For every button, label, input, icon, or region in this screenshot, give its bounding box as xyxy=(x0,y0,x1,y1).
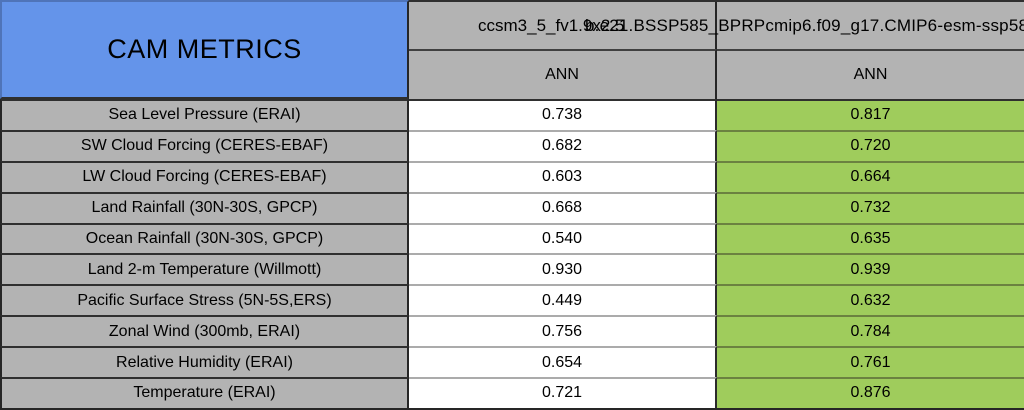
run2-value-cell: 0.784 xyxy=(717,315,1024,347)
run1-value-cell: 0.449 xyxy=(409,284,717,316)
run1-value-cell: 0.668 xyxy=(409,191,717,223)
run1-value-cell-text: 0.540 xyxy=(541,230,583,247)
metric-name-cell: SW Cloud Forcing (CERES-EBAF) xyxy=(0,129,409,161)
run1-value-cell-text: 0.756 xyxy=(541,322,583,340)
run1-value-cell: 0.654 xyxy=(409,346,717,378)
run1-value-cell-text: 0.449 xyxy=(541,291,583,309)
metric-name-cell: Temperature (ERAI) xyxy=(0,377,409,408)
run2-value-cell: 0.635 xyxy=(717,222,1024,254)
run2-value-cell: 0.664 xyxy=(717,160,1024,192)
run2-value-cell: 0.632 xyxy=(717,284,1024,316)
metric-name-cell: Zonal Wind (300mb, ERAI) xyxy=(0,315,409,347)
season-label: ANN xyxy=(853,66,888,83)
metric-name-cell-text: Sea Level Pressure (ERAI) xyxy=(108,106,301,124)
run2-value-cell-text: 0.632 xyxy=(850,291,891,309)
metric-name-cell: Land Rainfall (30N-30S, GPCP) xyxy=(0,191,409,223)
run2-value-cell: 0.720 xyxy=(717,129,1024,161)
run1-value-cell: 0.721 xyxy=(409,377,717,408)
metric-name-cell-text: Pacific Surface Stress (5N-5S,ERS) xyxy=(77,291,332,309)
season-header-run-2: ANN xyxy=(717,49,1024,99)
run2-value-cell: 0.761 xyxy=(717,346,1024,378)
run1-value-cell-text: 0.682 xyxy=(541,137,583,155)
model-run-2-header: b.e21.BSSP585_BPRPcmip6.f09_g17.CMIP6-es… xyxy=(585,15,1024,35)
run2-value-cell-text: 0.761 xyxy=(850,353,891,371)
run1-value-cell: 0.756 xyxy=(409,315,717,347)
run2-value-cell-text: 0.817 xyxy=(850,106,891,124)
run2-value-cell-text: 0.939 xyxy=(850,260,891,278)
metric-name-cell: LW Cloud Forcing (CERES-EBAF) xyxy=(0,160,409,192)
run2-value-cell-text: 0.732 xyxy=(850,199,891,217)
table-title: CAM METRICS xyxy=(107,34,302,64)
metric-name-cell-text: Relative Humidity (ERAI) xyxy=(116,353,293,371)
metric-name-cell-text: Temperature (ERAI) xyxy=(133,384,276,402)
season-header-run-1: ANN xyxy=(409,49,717,99)
run1-value-cell: 0.682 xyxy=(409,129,717,161)
run2-value-cell-text: 0.876 xyxy=(850,384,891,402)
run1-value-cell-text: 0.668 xyxy=(541,199,583,217)
run1-value-cell: 0.603 xyxy=(409,160,717,192)
model-run-1-header: ccsm3_5_fv1.9x2.5 xyxy=(478,15,625,35)
run1-value-cell-text: 0.603 xyxy=(541,168,583,186)
run2-value-cell: 0.939 xyxy=(717,253,1024,285)
column-divider xyxy=(715,2,717,49)
run2-value-cell-text: 0.635 xyxy=(850,230,891,247)
metric-name-cell-text: Land Rainfall (30N-30S, GPCP) xyxy=(91,199,318,217)
run1-value-cell-text: 0.721 xyxy=(541,384,583,402)
run1-value-cell-text: 0.738 xyxy=(541,106,583,124)
metric-name-cell-text: Land 2-m Temperature (Willmott) xyxy=(87,260,322,278)
model-header-row: ccsm3_5_fv1.9x2.5 b.e21.BSSP585_BPRPcmip… xyxy=(409,0,1024,49)
metric-name-cell: Pacific Surface Stress (5N-5S,ERS) xyxy=(0,284,409,316)
run2-value-cell-text: 0.664 xyxy=(850,168,891,186)
run1-value-cell: 0.540 xyxy=(409,222,717,254)
run2-value-cell: 0.817 xyxy=(717,99,1024,130)
run2-value-cell-text: 0.784 xyxy=(850,322,891,340)
run2-value-cell-text: 0.720 xyxy=(850,137,891,155)
metric-name-cell: Relative Humidity (ERAI) xyxy=(0,346,409,378)
run1-value-cell: 0.738 xyxy=(409,99,717,130)
run2-value-cell: 0.876 xyxy=(717,377,1024,408)
run1-value-cell: 0.930 xyxy=(409,253,717,285)
metric-name-cell: Land 2-m Temperature (Willmott) xyxy=(0,253,409,285)
table-title-cell: CAM METRICS xyxy=(0,0,409,99)
metric-name-cell-text: LW Cloud Forcing (CERES-EBAF) xyxy=(82,168,327,186)
run1-value-cell-text: 0.930 xyxy=(541,260,583,278)
metric-name-cell-text: Zonal Wind (300mb, ERAI) xyxy=(108,322,301,340)
run2-value-cell: 0.732 xyxy=(717,191,1024,223)
metric-name-cell-text: Ocean Rainfall (30N-30S, GPCP) xyxy=(85,230,324,247)
run1-value-cell-text: 0.654 xyxy=(541,353,583,371)
season-label: ANN xyxy=(545,66,579,83)
metric-name-cell-text: SW Cloud Forcing (CERES-EBAF) xyxy=(80,137,329,155)
metric-name-cell: Sea Level Pressure (ERAI) xyxy=(0,99,409,130)
metric-name-cell: Ocean Rainfall (30N-30S, GPCP) xyxy=(0,222,409,254)
